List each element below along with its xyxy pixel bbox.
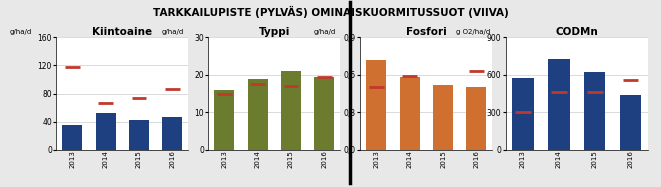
Bar	[400, 77, 420, 150]
Bar	[467, 87, 486, 150]
Title: Fosfori: Fosfori	[406, 27, 447, 37]
Text: g/ha/d: g/ha/d	[10, 29, 32, 35]
Bar	[512, 78, 533, 150]
Text: g O2/ha/d: g O2/ha/d	[456, 29, 490, 35]
Bar	[96, 113, 116, 150]
Bar	[584, 72, 605, 150]
Bar	[248, 79, 268, 150]
Bar	[62, 125, 82, 150]
Text: g/ha/d: g/ha/d	[162, 29, 184, 35]
Bar	[433, 85, 453, 150]
Bar	[620, 95, 641, 150]
Title: CODMn: CODMn	[555, 27, 598, 37]
Title: Typpi: Typpi	[258, 27, 290, 37]
Title: Kiintoaine: Kiintoaine	[93, 27, 152, 37]
Bar	[366, 60, 386, 150]
Bar	[129, 120, 149, 150]
Bar	[548, 59, 570, 150]
Text: TARKKAILUPISTE (PYLVÄS) OMINAISKUORMITUSSUOT (VIIVA): TARKKAILUPISTE (PYLVÄS) OMINAISKUORMITUS…	[153, 6, 508, 18]
Bar	[163, 117, 182, 150]
Bar	[214, 90, 234, 150]
Bar	[281, 71, 301, 150]
Text: g/ha/d: g/ha/d	[314, 29, 336, 35]
Bar	[315, 77, 334, 150]
